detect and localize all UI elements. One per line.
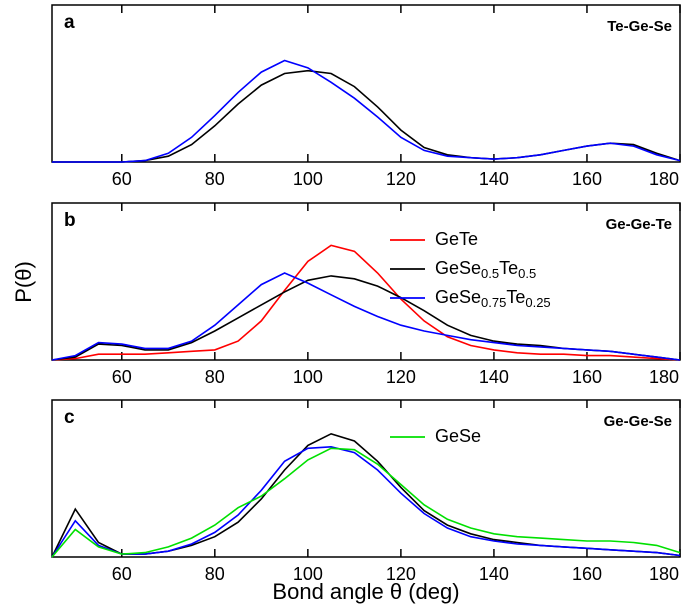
- x-tick-label: 180: [649, 367, 679, 387]
- x-axis-label: Bond angle θ (deg): [272, 579, 459, 604]
- series-line: [52, 59, 681, 163]
- x-tick-label: 140: [479, 169, 509, 189]
- legend-label: GeSe0.75Te0.25: [435, 287, 551, 311]
- x-tick-label: 120: [386, 367, 416, 387]
- series-line: [51, 445, 681, 558]
- series-line: [51, 272, 681, 361]
- legend-label: GeTe: [435, 229, 478, 249]
- x-tick-label: 160: [572, 367, 602, 387]
- plot-frame: [51, 399, 681, 558]
- series-line: [51, 275, 681, 361]
- y-axis-label: P(θ): [11, 261, 36, 303]
- series-line: [52, 69, 681, 163]
- panel-title: Ge-Ge-Te: [606, 216, 672, 233]
- x-tick-label: 60: [112, 169, 132, 189]
- series-line: [51, 244, 681, 361]
- panel-label: a: [64, 12, 75, 33]
- x-tick-label: 100: [293, 169, 323, 189]
- x-tick-label: 60: [112, 564, 132, 584]
- x-tick-label: 80: [205, 367, 225, 387]
- series-line: [51, 447, 681, 558]
- legend-label: GeSe: [435, 426, 481, 446]
- x-tick-label: 160: [572, 169, 602, 189]
- plot-frame: [51, 202, 681, 361]
- x-tick-label: 180: [649, 564, 679, 584]
- x-tick-label: 180: [649, 169, 679, 189]
- panel-label: b: [64, 210, 76, 231]
- x-tick-label: 80: [205, 169, 225, 189]
- legend-label: GeSe0.5Te0.5: [435, 258, 536, 282]
- panel-label: c: [64, 407, 75, 428]
- x-tick-label: 160: [572, 564, 602, 584]
- panel-title: Te-Ge-Se: [607, 18, 672, 35]
- x-tick-label: 120: [386, 564, 416, 584]
- x-tick-label: 140: [479, 564, 509, 584]
- x-tick-label: 80: [205, 564, 225, 584]
- plot-frame: [51, 4, 681, 163]
- x-tick-label: 140: [479, 367, 509, 387]
- series-line: [51, 432, 681, 558]
- x-tick-label: 60: [112, 367, 132, 387]
- x-tick-label: 100: [293, 564, 323, 584]
- x-tick-label: 120: [386, 169, 416, 189]
- x-tick-label: 100: [293, 367, 323, 387]
- panel-title: Ge-Ge-Se: [604, 413, 672, 430]
